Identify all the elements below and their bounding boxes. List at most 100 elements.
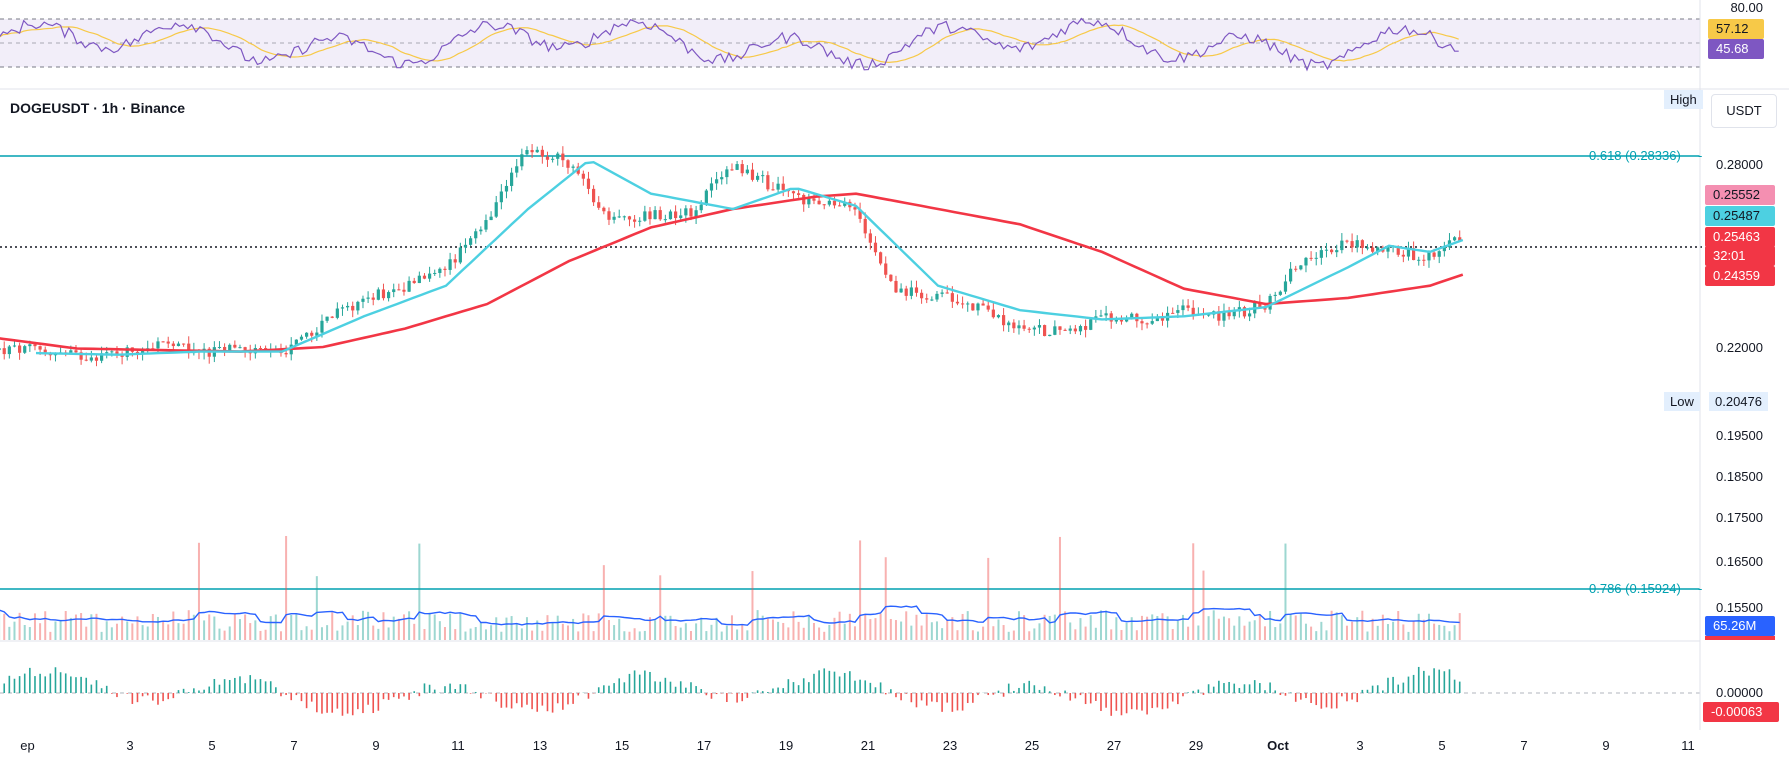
volume-bar [1028,631,1031,640]
candle-body [1217,311,1221,321]
oscillator-bar [1448,669,1451,693]
volume-bar [1381,614,1384,640]
volume-ma-line [0,605,1460,626]
candle-body [100,353,104,361]
volume-bar [372,625,375,640]
volume-bar [1294,615,1297,640]
candle-body [1145,323,1149,325]
volume-bar [223,630,226,640]
oscillator-bar [587,693,590,699]
candle-body [1299,265,1303,270]
oscillator-bar [146,693,149,696]
oscillator-bar [418,693,421,697]
candle-body [12,345,17,347]
candle-body [120,355,124,357]
candle-body [709,183,714,191]
volume-bar [628,631,631,640]
oscillator-bar [152,693,154,701]
volume-bar [1222,616,1225,640]
oscillator-bar [64,673,67,693]
candle-body [1340,240,1344,251]
volume-bar [853,626,856,640]
volume-bar [469,628,472,640]
volume-bar [1135,630,1138,640]
candle-body [18,345,22,353]
oscillator-bar [1043,686,1046,693]
oscillator-bar [1064,690,1066,693]
oscillator-bar [157,693,159,705]
last-price-badge: 0.25463 [1705,227,1775,247]
oscillator-bar [633,670,636,693]
volume-bar [705,631,708,640]
currency-unit-button[interactable]: USDT [1711,94,1777,128]
oscillator-bar [859,679,861,693]
oscillator-bar [8,675,11,693]
candle-body [935,293,939,300]
volume-bar [115,623,118,640]
volume-bar [1120,629,1123,640]
oscillator-bar [813,673,815,693]
high-tag: High [1664,90,1703,109]
candle-body [171,343,175,347]
oscillator-bar [423,683,426,693]
candle-body [745,169,749,174]
volume-bar [141,625,144,640]
oscillator-bar [505,693,508,708]
candle-body [161,341,165,343]
oscillator-bar [326,693,328,713]
volume-bar [167,624,170,640]
volume-bar [320,627,323,640]
candle-body [1453,237,1457,241]
oscillator-bar [162,693,164,702]
oscillator-bar [874,687,877,693]
candle-body [1191,307,1195,316]
volume-bar [443,627,446,640]
oscillator-bar [1248,684,1251,693]
oscillator-bar [1387,677,1389,693]
oscillator-bar [1238,687,1241,693]
oscillator-bar [198,690,200,693]
volume-bar [807,616,810,640]
oscillator-bar [495,693,498,702]
oscillator-bar [377,693,380,711]
oscillator-bar [1146,693,1148,715]
volume-bar [525,617,528,640]
volume-bar [992,626,995,640]
candle-body [1155,317,1159,322]
volume-bar [59,619,62,640]
candle-body [925,298,929,300]
candle-body [525,150,529,155]
date-label-11: 23 [942,738,958,753]
oscillator-bar [736,693,738,703]
candle-body [1089,319,1093,330]
candle-body [233,344,237,348]
oscillator-bar [1110,693,1113,716]
oscillator-bar [3,683,6,693]
volume-bar [976,631,979,640]
volume-bar [33,613,36,640]
volume-bar [1371,618,1374,640]
candle-body [1248,313,1252,317]
candle-body [176,343,181,347]
candle-body [1350,241,1354,248]
oscillator-bar [644,670,646,693]
oscillator-bar [187,692,190,693]
volume-bar [449,613,452,640]
candle-body [299,336,304,340]
volume-bar [244,614,247,640]
volume-bar [900,621,903,640]
volume-bar [1187,626,1190,640]
oscillator-bar [367,693,369,705]
volume-bar [39,623,42,640]
volume-bar [1181,614,1184,640]
candle-body [43,349,47,353]
candle-body [1396,246,1400,255]
oscillator-bar [792,682,795,693]
oscillator-bar [510,693,513,709]
oscillator-bar [884,693,887,695]
volume-bar [520,628,523,640]
candle-body [340,307,345,309]
oscillator-bar [1310,693,1312,704]
volume-bar [638,631,641,640]
